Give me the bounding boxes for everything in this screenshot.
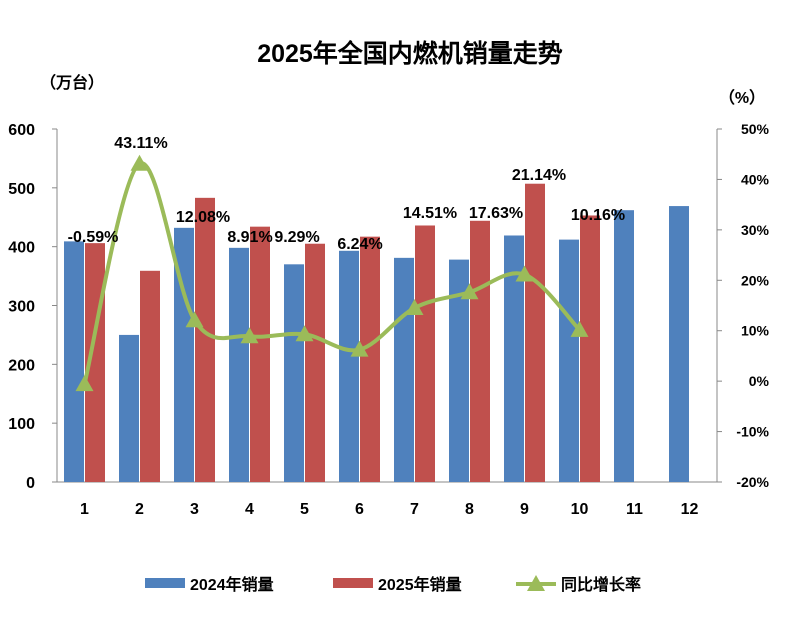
data-label: 8.91% [227,229,272,246]
x-tick-label: 12 [681,501,699,518]
chart-title: 2025年全国内燃机销量走势 [257,39,563,68]
y-tick-label: 100 [8,416,35,433]
y2-tick-label: 0% [749,373,770,389]
bar-2025 [195,197,215,482]
legend-label: 同比增长率 [561,575,641,594]
bar-2024 [559,239,579,482]
x-tick-label: 2 [135,501,144,518]
legend-swatch [145,578,185,588]
triangle-marker [75,375,94,392]
x-tick-label: 5 [300,501,309,518]
bar-2024 [449,259,469,482]
y-tick-label: 400 [8,240,35,257]
x-tick-label: 7 [410,501,419,518]
data-label: -0.59% [68,229,119,246]
bar-2025 [250,226,270,482]
x-tick-label: 10 [571,501,589,518]
x-tick-label: 3 [190,501,199,518]
bar-2024 [229,247,249,482]
data-label: 9.29% [274,229,319,246]
triangle-marker [515,265,534,282]
bar-2025 [415,225,435,482]
y-tick-label: 600 [8,122,35,139]
y2-tick-label: 20% [741,272,770,288]
bar-2025 [140,270,160,482]
y-tick-label: 300 [8,299,35,316]
triangle-marker [240,327,259,344]
bar-2024 [394,257,414,482]
x-tick-label: 6 [355,501,364,518]
legend-label: 2024年销量 [190,575,274,594]
legend-label: 2025年销量 [378,575,462,594]
x-tick-label: 4 [245,501,254,518]
y-axis-label: （万台） [40,73,104,92]
y-tick-label: 200 [8,357,35,374]
data-label: 12.08% [176,209,230,226]
bar-2025 [470,220,490,482]
bar-2024 [614,210,634,482]
legend-triangle-icon [527,575,545,591]
y-tick-label: 0 [26,475,35,492]
y2-tick-label: 50% [741,121,770,137]
y2-tick-label: 10% [741,323,770,339]
data-label: 14.51% [403,205,457,222]
legend-swatch [333,578,373,588]
data-label: 17.63% [469,205,523,222]
data-label: 6.24% [337,236,382,253]
y2-tick-label: -20% [736,474,769,490]
bar-2024 [669,206,689,483]
y2-axis-label: （%） [719,89,765,107]
bar-2024 [339,250,359,482]
bar-2025 [525,183,545,482]
bar-2024 [119,334,139,482]
triangle-marker [405,298,424,315]
x-tick-label: 1 [80,501,89,518]
bar-2024 [64,241,84,482]
y2-tick-label: 40% [741,171,770,187]
y2-tick-label: 30% [741,222,770,238]
triangle-marker [130,154,149,171]
x-tick-label: 9 [520,501,529,518]
bar-2024 [284,264,304,482]
bar-2025 [360,236,380,482]
data-label: 21.14% [512,167,566,184]
triangle-marker [460,283,479,300]
bar-2024 [504,235,524,482]
data-label: 43.11% [114,135,167,152]
x-tick-label: 8 [465,501,474,518]
triangle-marker [295,325,314,342]
bar-2025 [305,243,325,482]
y2-tick-label: -10% [736,424,769,440]
bar-2024 [174,227,194,482]
y-tick-label: 500 [8,181,35,198]
triangle-marker [185,311,204,328]
x-tick-label: 11 [626,501,643,518]
bar-2025 [580,215,600,483]
triangle-marker [350,340,369,357]
data-label: 10.16% [571,207,625,224]
triangle-marker [570,320,589,337]
